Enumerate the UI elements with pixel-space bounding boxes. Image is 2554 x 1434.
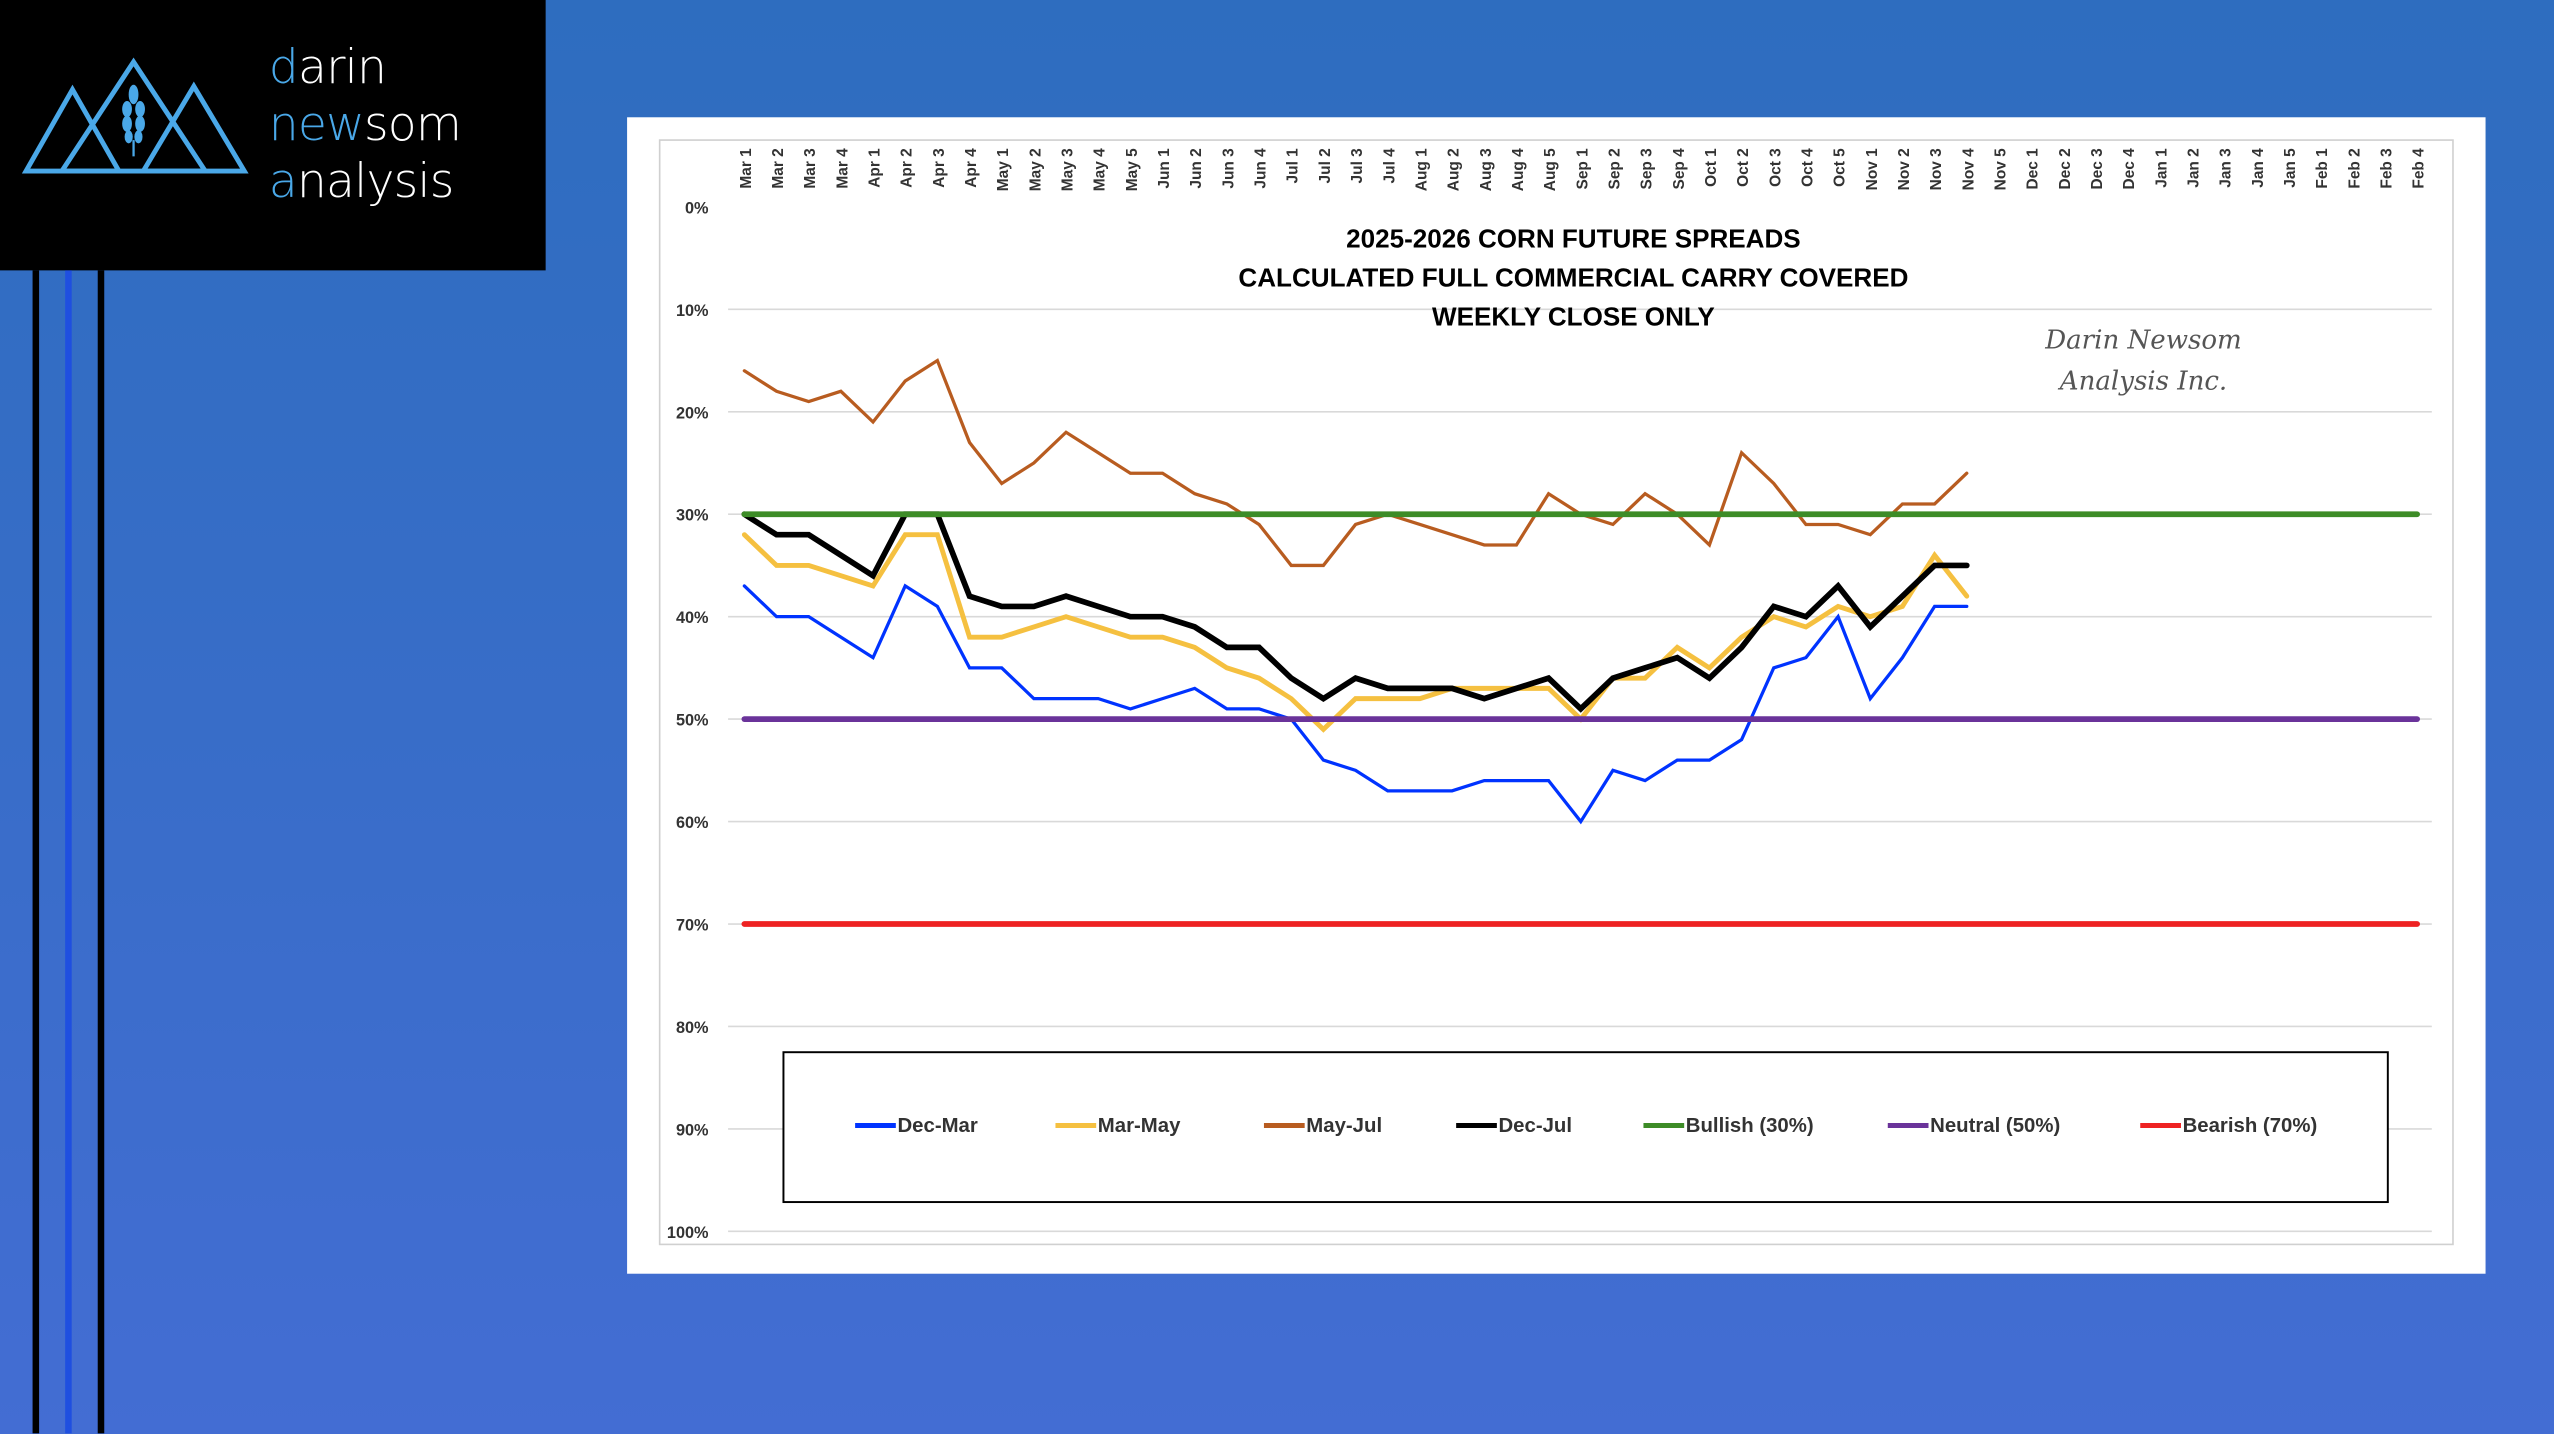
legend-label: Bullish (30%) [1686, 1115, 1814, 1137]
x-tick-label: Jun 4 [1253, 148, 1270, 189]
x-tick-label: Jun 1 [1156, 148, 1173, 189]
y-tick-label: 30% [676, 507, 709, 525]
x-tick-label: Oct 3 [1767, 148, 1784, 187]
x-tick-label: Dec 1 [2025, 148, 2042, 190]
y-tick-label: 80% [676, 1019, 709, 1037]
y-tick-label: 10% [676, 302, 709, 320]
x-tick-label: Nov 4 [1960, 148, 1977, 191]
x-tick-label: Oct 5 [1832, 148, 1849, 187]
x-tick-label: May 3 [1060, 148, 1077, 191]
x-tick-label: Aug 1 [1413, 148, 1430, 191]
x-tick-label: Nov 2 [1896, 148, 1913, 190]
x-tick-label: Apr 1 [867, 148, 884, 188]
decor-line [65, 270, 72, 1434]
x-tick-label: Aug 3 [1478, 148, 1495, 191]
x-tick-label: Aug 2 [1446, 148, 1463, 191]
chart-title: 2025-2026 CORN FUTURE SPREADS [1346, 224, 1801, 254]
x-tick-label: Nov 3 [1928, 148, 1945, 191]
brand-accent: n [268, 96, 299, 152]
x-tick-label: Jul 1 [1285, 148, 1302, 184]
x-tick-label: Jun 2 [1188, 148, 1205, 188]
x-tick-label: Jan 4 [2250, 148, 2267, 188]
x-tick-label: Mar 4 [834, 148, 851, 189]
x-tick-label: Sep 2 [1606, 148, 1623, 189]
x-tick-label: Jan 3 [2218, 148, 2235, 188]
x-tick-label: Aug 4 [1510, 148, 1527, 191]
decor-line [97, 270, 105, 1434]
x-tick-label: May 1 [995, 148, 1012, 191]
series-line-dec-mar [742, 583, 1969, 825]
mountain-wheat-logo-icon [21, 57, 249, 174]
brand-text: som [363, 96, 462, 152]
chart-subtitle: CALCULATED FULL COMMERCIAL CARRY COVERED [1238, 263, 1908, 293]
x-tick-label: Jul 2 [1317, 148, 1334, 183]
decor-line [32, 270, 40, 1434]
y-tick-label: 40% [676, 609, 709, 627]
x-tick-label: Nov 5 [1992, 148, 2009, 191]
series-line-dec-jul [741, 511, 1970, 713]
x-tick-label: Dec 4 [2121, 148, 2138, 190]
brand-text: arin [297, 39, 387, 95]
brand-accent: a [268, 153, 298, 209]
x-tick-label: Nov 1 [1864, 148, 1881, 191]
brand-name: darin newsom analysis [268, 39, 462, 210]
x-tick-label: Aug 5 [1542, 148, 1559, 191]
brand-text: nalysis [296, 153, 454, 209]
x-tick-label: Sep 1 [1574, 148, 1591, 190]
watermark: Darin Newsom [2044, 326, 2241, 356]
y-tick-label: 90% [676, 1121, 709, 1139]
watermark: Analysis Inc. [2058, 366, 2227, 396]
y-tick-label: 20% [676, 404, 709, 422]
x-tick-label: Jul 4 [1381, 148, 1398, 184]
x-tick-label: Dec 3 [2089, 148, 2106, 190]
y-tick-label: 100% [667, 1224, 709, 1242]
logo: darin newsom analysis [0, 0, 546, 271]
y-tick-label: 70% [676, 917, 709, 935]
x-tick-label: May 4 [1092, 148, 1109, 191]
x-tick-label: Apr 3 [931, 148, 948, 188]
legend-label: May-Jul [1306, 1115, 1382, 1137]
x-tick-label: Mar 1 [738, 148, 755, 189]
legend-label: Neutral (50%) [1930, 1115, 2060, 1137]
x-tick-label: Oct 1 [1703, 148, 1720, 187]
legend-label: Dec-Jul [1498, 1115, 1572, 1137]
x-tick-label: Apr 4 [963, 148, 980, 188]
legend-box [782, 1051, 2389, 1204]
x-tick-label: Jan 2 [2185, 148, 2202, 188]
legend-label: Bearish (70%) [2183, 1115, 2318, 1137]
x-tick-label: May 2 [1027, 148, 1044, 191]
brand-accent: ew [297, 96, 365, 152]
x-tick-label: Jun 3 [1220, 148, 1237, 189]
legend-label: Mar-May [1098, 1115, 1181, 1137]
brand-accent: d [268, 39, 299, 95]
legend-label: Dec-Mar [897, 1115, 977, 1137]
x-tick-label: Mar 3 [802, 148, 819, 189]
x-tick-label: Jul 3 [1349, 148, 1366, 184]
chart-subtitle: WEEKLY CLOSE ONLY [1432, 302, 1715, 332]
x-tick-label: Feb 3 [2378, 148, 2395, 189]
x-tick-label: Jan 1 [2153, 148, 2170, 188]
series-line-may-jul [742, 358, 1969, 568]
series-line-mar-may [741, 532, 1970, 733]
x-tick-label: Feb 2 [2346, 148, 2363, 188]
y-tick-label: 50% [676, 712, 709, 730]
x-tick-label: Feb 4 [2411, 148, 2428, 189]
y-tick-label: 60% [676, 814, 709, 832]
x-tick-label: Oct 4 [1799, 148, 1816, 187]
chart-border [658, 139, 2454, 1246]
x-tick-label: Jan 5 [2282, 148, 2299, 188]
x-tick-label: May 5 [1124, 148, 1141, 191]
x-tick-label: Feb 1 [2314, 148, 2331, 189]
x-tick-label: Mar 2 [770, 148, 787, 188]
x-tick-label: Sep 3 [1639, 148, 1656, 190]
x-tick-label: Oct 2 [1735, 148, 1752, 187]
x-tick-label: Apr 2 [899, 148, 916, 188]
x-tick-label: Sep 4 [1671, 148, 1688, 190]
y-tick-label: 0% [685, 199, 709, 217]
x-tick-label: Dec 2 [2057, 148, 2074, 189]
